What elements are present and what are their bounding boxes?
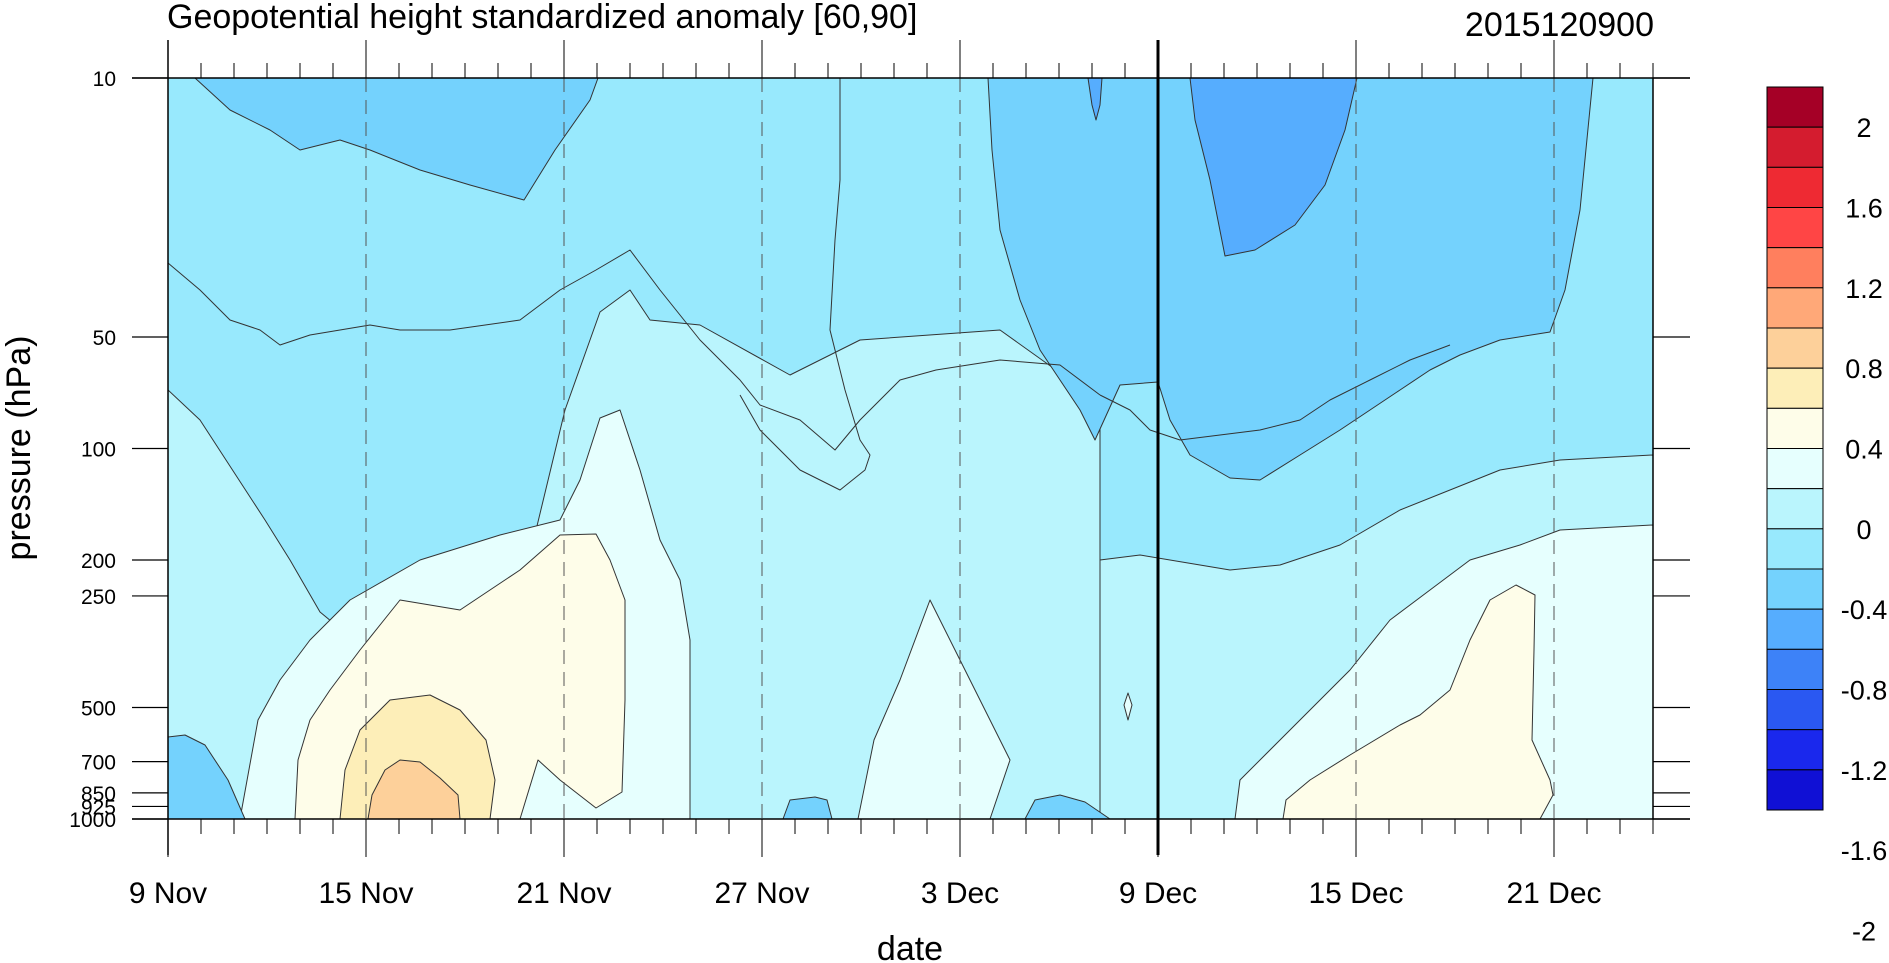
colorbar-label: 2 — [1856, 113, 1871, 143]
day-ticks — [167, 40, 1654, 857]
contour-region — [1234, 524, 1653, 819]
y-axis-label: pressure (hPa) — [0, 336, 38, 561]
x-tick-label: 27 Nov — [714, 877, 809, 910]
colorbar-swatch — [1766, 367, 1824, 409]
contour-region — [1024, 794, 1111, 819]
colorbar-swatch — [1766, 126, 1824, 168]
colorbar-swatch — [1766, 166, 1824, 208]
colorbar-swatch — [1766, 448, 1824, 490]
y-tick-label: 50 — [93, 327, 116, 350]
contour-region — [1282, 584, 1554, 819]
contour-region — [168, 734, 246, 819]
colorbar-swatch — [1766, 407, 1824, 450]
contour-region — [1123, 692, 1133, 721]
x-tick-label: 15 Nov — [318, 877, 413, 910]
colorbar-label: -2 — [1852, 917, 1876, 947]
chart-title: Geopotential height standardized anomaly… — [167, 0, 917, 36]
x-axis-label: date — [877, 930, 943, 963]
x-tick-label: 9 Dec — [1119, 877, 1197, 910]
y-tick-label: 10 — [93, 68, 116, 91]
contour-line — [168, 249, 1101, 451]
contour-region — [194, 78, 599, 201]
contour-line — [739, 78, 871, 491]
y-tick-label: 500 — [81, 697, 116, 720]
colorbar-swatch — [1766, 327, 1824, 369]
colorbar-label: 1.2 — [1845, 274, 1883, 304]
x-tick-label: 3 Dec — [921, 877, 999, 910]
y-tick-label: 700 — [81, 752, 116, 775]
colorbar-swatch — [1766, 568, 1824, 610]
colorbar-label: 0.4 — [1845, 435, 1883, 465]
colorbar-swatch — [1766, 608, 1824, 650]
contour-region — [1087, 78, 1103, 121]
colorbar-swatch — [1766, 689, 1824, 731]
colorbar-label: 1.6 — [1845, 194, 1883, 224]
colorbar-label: 0 — [1856, 515, 1871, 545]
colorbar-label: 0.8 — [1845, 354, 1883, 384]
y-tick-label: 925 — [81, 796, 116, 819]
x-tick-label: 9 Nov — [129, 877, 207, 910]
colorbar-swatch — [1766, 488, 1824, 530]
colorbar-label: -0.8 — [1841, 676, 1888, 706]
contour-region — [782, 796, 833, 819]
y-tick-label: 200 — [81, 550, 116, 573]
colorbar-swatch — [1766, 287, 1824, 329]
colorbar: 2 1.6 1.2 0.8 0.4 0 -0.4 -0.8 -1.2 -1.6 -2 — [1766, 86, 1888, 947]
colorbar-swatch — [1766, 729, 1824, 771]
colorbar-swatch — [1766, 528, 1824, 570]
colorbar-swatch — [1766, 247, 1824, 289]
y-tick-label: 1000 — [69, 809, 116, 832]
colorbar-label: -1.2 — [1841, 756, 1888, 786]
colorbar-swatch — [1766, 86, 1824, 128]
chart-subtitle: 2015120900 — [1465, 6, 1654, 44]
x-tick-label: 21 Nov — [516, 877, 611, 910]
x-axis: 9 Nov 15 Nov 21 Nov 27 Nov 3 Dec 9 Dec 15 Dec 2… — [129, 877, 1602, 910]
colorbar-swatch — [1766, 207, 1824, 249]
colorbar-label: -0.4 — [1841, 595, 1888, 625]
contour-line — [1099, 344, 1451, 441]
y-tick-label: 100 — [81, 439, 116, 462]
y-tick-label: 250 — [81, 586, 116, 609]
contour-region — [367, 759, 461, 819]
contour-region — [987, 78, 1594, 481]
contour-field — [168, 78, 1653, 819]
x-tick-label: 15 Dec — [1308, 877, 1403, 910]
y-tick-label: 850 — [81, 783, 116, 806]
contour-region — [1189, 78, 1358, 257]
colorbar-label: -1.6 — [1841, 836, 1888, 866]
x-tick-label: 21 Dec — [1506, 877, 1601, 910]
colorbar-swatch — [1766, 769, 1824, 811]
colorbar-swatch — [1766, 648, 1824, 690]
